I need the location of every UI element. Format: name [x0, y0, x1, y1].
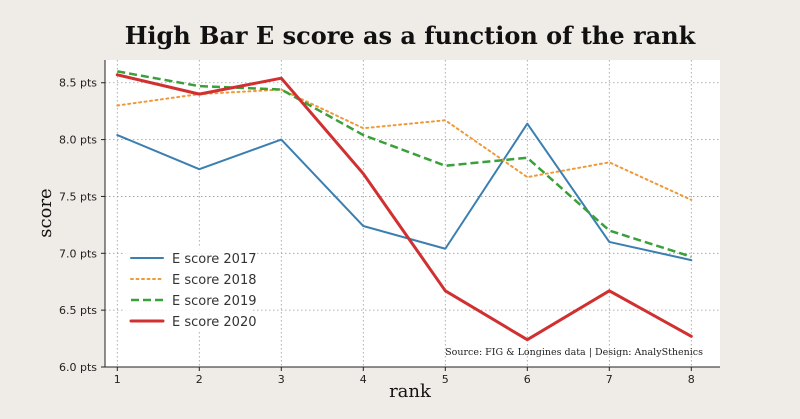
series-line-2: [116, 88, 693, 201]
legend-label: E score 2020: [172, 315, 257, 330]
x-tick-label: 6: [524, 373, 531, 386]
x-tick-label: 1: [114, 373, 121, 386]
legend: E score 2017 E score 2018 E score 2019 E sc…: [123, 246, 257, 332]
x-tick-label: 8: [688, 373, 695, 386]
y-axis-label: score: [35, 188, 56, 237]
y-tick-label: 7.5 pts: [59, 190, 97, 203]
x-tick-label: 3: [278, 373, 285, 386]
chart-title: High Bar E score as a function of the ra…: [125, 21, 697, 50]
series-lines: [115, 70, 693, 342]
legend-box: [123, 246, 253, 332]
source-annotation: Source: FIG & Longines data | Design: An…: [445, 347, 703, 358]
series-line-4: [115, 73, 693, 342]
y-tick-labels: 6.0 pts 6.5 pts 7.0 pts 7.5 pts 8.0 pts 8.5 p…: [59, 77, 105, 374]
series-line-3: [117, 70, 692, 258]
x-tick-label: 5: [442, 373, 449, 386]
x-tick-label: 7: [606, 373, 613, 386]
legend-label: E score 2019: [172, 294, 257, 309]
x-tick-label: 4: [360, 373, 367, 386]
x-tick-labels: 1 2 3 4 5 6 7 8: [114, 367, 695, 386]
y-tick-label: 8.5 pts: [59, 77, 97, 90]
y-tick-label: 8.0 pts: [59, 134, 97, 147]
y-tick-label: 7.0 pts: [59, 247, 97, 260]
legend-label: E score 2018: [172, 273, 257, 288]
series-line-1: [116, 122, 693, 262]
x-tick-label: 2: [196, 373, 203, 386]
legend-label: E score 2017: [172, 252, 257, 267]
y-tick-label: 6.5 pts: [59, 304, 97, 317]
y-tick-label: 6.0 pts: [59, 361, 97, 374]
x-axis-label: rank: [389, 381, 432, 402]
